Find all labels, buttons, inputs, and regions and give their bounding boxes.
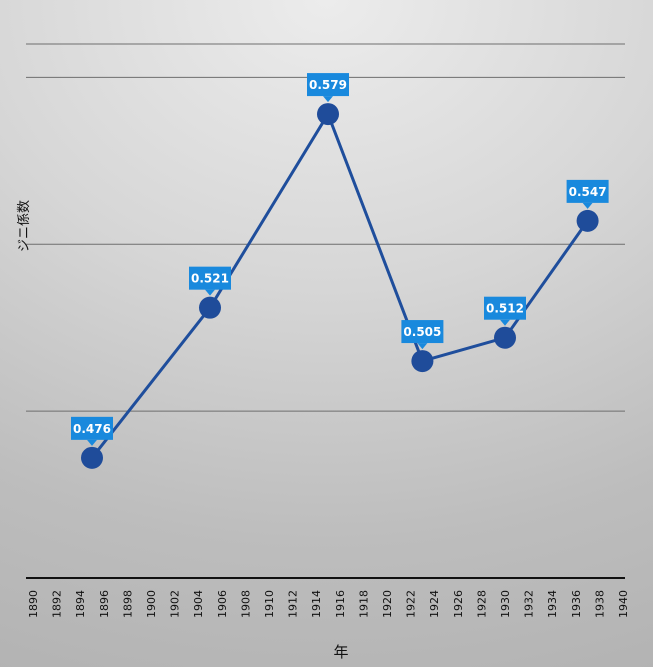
data-label-pointer bbox=[205, 289, 215, 296]
x-tick-label: 1940 bbox=[617, 590, 630, 618]
data-point bbox=[317, 103, 339, 126]
x-tick-label: 1924 bbox=[428, 590, 441, 618]
x-tick-label: 1930 bbox=[499, 590, 512, 618]
x-tick-label: 1900 bbox=[145, 590, 158, 618]
x-tick-label: 1910 bbox=[263, 590, 276, 618]
data-point bbox=[81, 446, 103, 469]
data-label-pointer bbox=[582, 202, 593, 209]
x-tick-label: 1896 bbox=[98, 590, 111, 618]
data-label-pointer bbox=[323, 96, 333, 103]
data-label-bg bbox=[401, 320, 444, 344]
data-label: 0.579 bbox=[309, 78, 347, 92]
data-label-pointer bbox=[417, 343, 428, 350]
x-tick-label: 1920 bbox=[381, 590, 394, 618]
x-axis-title: 年 bbox=[333, 643, 348, 661]
x-tick-label: 1932 bbox=[523, 590, 536, 618]
x-tick-label: 1894 bbox=[74, 590, 87, 618]
x-tick-label: 1902 bbox=[169, 590, 182, 618]
x-tick-label: 1936 bbox=[570, 590, 583, 618]
data-point bbox=[576, 209, 599, 232]
data-point bbox=[199, 296, 221, 319]
x-tick-label: 1914 bbox=[310, 590, 323, 618]
data-label: 0.476 bbox=[73, 422, 111, 436]
x-tick-label: 1912 bbox=[287, 590, 300, 618]
x-tick-label: 1916 bbox=[334, 590, 347, 618]
data-label: 0.505 bbox=[403, 325, 441, 339]
data-label: 0.547 bbox=[569, 185, 607, 199]
data-label: 0.521 bbox=[191, 272, 229, 286]
x-tick-label: 1918 bbox=[357, 590, 370, 618]
data-point bbox=[411, 350, 434, 373]
data-labels: 0.476 0.521 0.579 0.505 0.512 0.547 bbox=[71, 73, 609, 446]
x-tick-label: 1892 bbox=[51, 590, 64, 618]
data-point bbox=[494, 326, 516, 349]
x-tick-label: 1898 bbox=[121, 590, 134, 618]
x-tick-label: 1906 bbox=[216, 590, 229, 618]
x-tick-label: 1934 bbox=[546, 590, 559, 618]
y-axis-title: ジニ係数 bbox=[17, 200, 32, 252]
data-label-bg bbox=[71, 416, 113, 440]
data-label-pointer bbox=[87, 439, 97, 446]
data-label: 0.512 bbox=[486, 302, 524, 316]
x-tick-label: 1908 bbox=[239, 590, 252, 618]
x-tick-label: 1938 bbox=[593, 590, 606, 618]
data-label-bg bbox=[484, 296, 526, 320]
data-label-bg bbox=[307, 73, 349, 97]
data-label-bg bbox=[566, 179, 609, 203]
x-tick-label: 1904 bbox=[192, 590, 205, 618]
x-tick-label: 1922 bbox=[405, 590, 418, 618]
series-line bbox=[90, 112, 589, 459]
data-label-bg bbox=[189, 266, 231, 290]
x-tick-label: 1928 bbox=[475, 590, 488, 618]
x-axis: 1890 1892 1894 1896 1898 1900 1902 1904 1906 1908… bbox=[26, 577, 630, 618]
x-tick-label: 1926 bbox=[452, 590, 465, 618]
series-gini bbox=[81, 103, 599, 469]
x-tick-label: 1890 bbox=[27, 590, 40, 618]
data-label-pointer bbox=[500, 319, 510, 326]
